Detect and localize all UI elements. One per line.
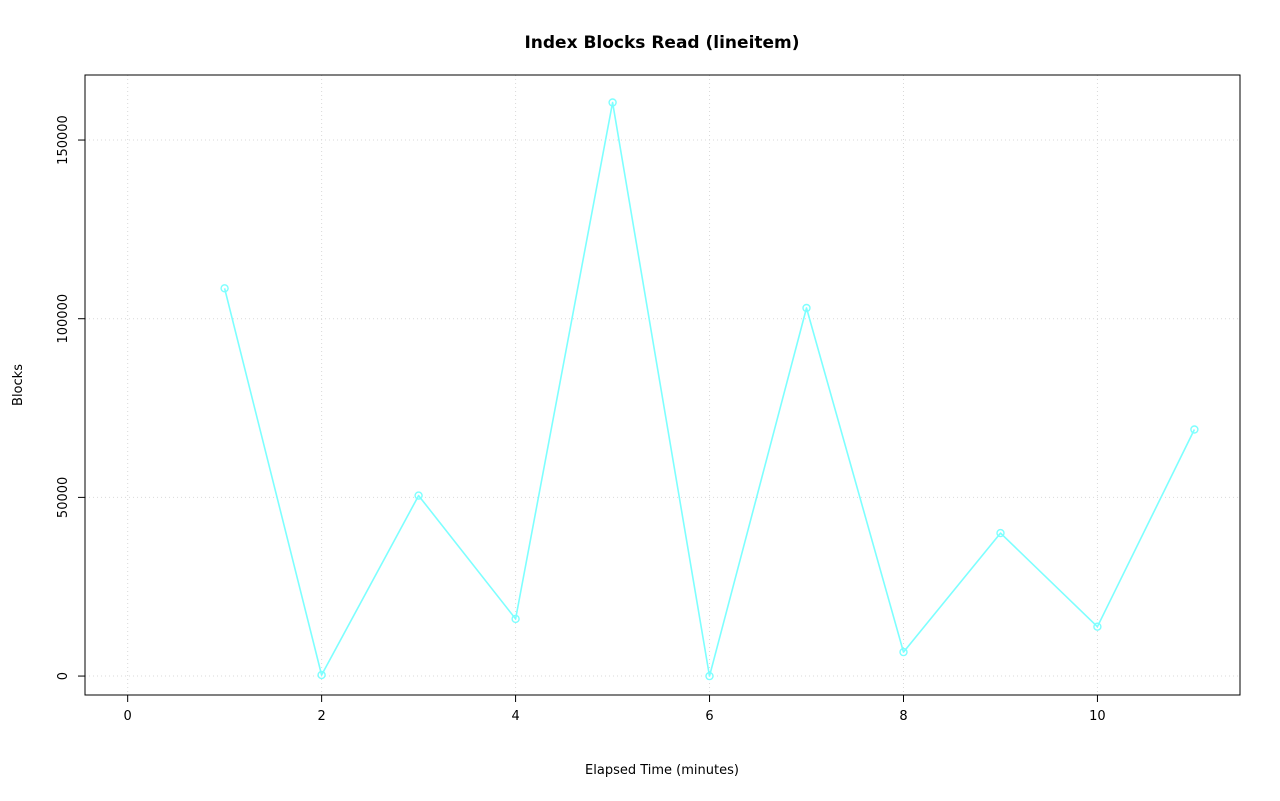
grid-layer <box>85 75 1240 695</box>
data-point <box>1093 622 1102 631</box>
y-tick-label: 100000 <box>56 294 71 344</box>
series-line <box>223 101 1196 677</box>
data-point <box>414 491 423 500</box>
data-point <box>317 670 326 680</box>
x-tick-label: 6 <box>705 709 713 724</box>
data-point <box>511 614 520 624</box>
series-layer <box>220 98 1199 681</box>
x-tick-label: 10 <box>1089 709 1106 724</box>
y-tick-label: 50000 <box>56 477 71 518</box>
data-point <box>705 671 714 681</box>
x-tick-label: 2 <box>317 709 325 724</box>
data-point <box>220 284 229 293</box>
x-tick-label: 4 <box>511 709 519 724</box>
data-point <box>802 303 811 313</box>
y-tick-label: 0 <box>56 672 71 680</box>
x-tick-label: 0 <box>124 709 132 724</box>
plot-box <box>84 74 1241 696</box>
data-point <box>608 98 617 107</box>
y-tick-label: 150000 <box>56 115 71 165</box>
data-point <box>996 528 1005 538</box>
data-point <box>899 647 908 657</box>
x-axis-label: Elapsed Time (minutes) <box>585 763 739 778</box>
y-axis-label: Blocks <box>11 364 26 406</box>
axis-layer: 0 2 4 6 8 10 0 50000 100000 150000 <box>56 74 1241 724</box>
data-point <box>1190 425 1199 434</box>
x-tick-label: 8 <box>899 709 907 724</box>
chart-title: Index Blocks Read (lineitem) <box>524 33 799 53</box>
